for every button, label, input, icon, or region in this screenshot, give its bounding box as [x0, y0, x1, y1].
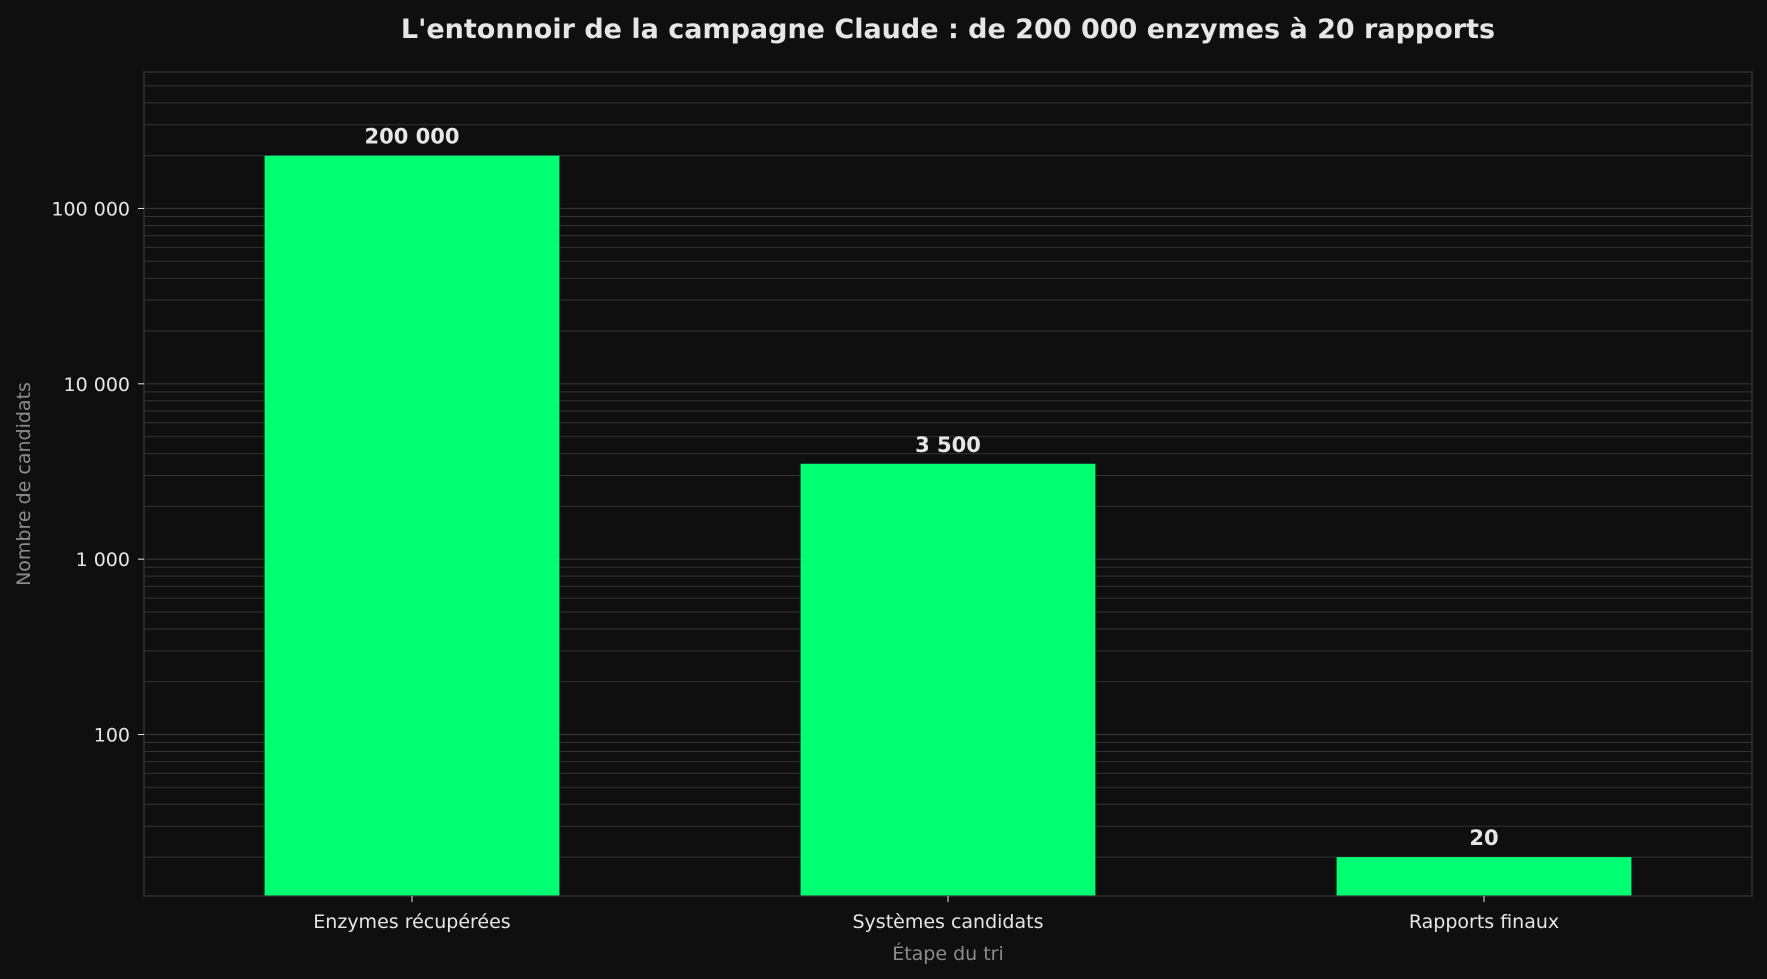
- x-axis-label: Étape du tri: [892, 942, 1004, 965]
- y-tick-label: 100 000: [51, 198, 130, 220]
- x-axis-ticks: Enzymes récupérées Systèmes candidats Rapp…: [313, 896, 1559, 933]
- value-label-2: 3 500: [915, 433, 981, 457]
- y-axis-label: Nombre de candidats: [13, 382, 35, 586]
- bar-3: [1336, 857, 1632, 896]
- chart-title: L'entonnoir de la campagne Claude : de 2…: [401, 14, 1495, 45]
- value-labels: 200 000 3 500 20: [365, 125, 1499, 850]
- value-label-1: 200 000: [365, 125, 460, 149]
- x-tick-label-3: Rapports finaux: [1409, 911, 1559, 933]
- y-tick-label: 100: [94, 725, 130, 747]
- y-tick-label: 10 000: [64, 374, 130, 396]
- bars: [264, 155, 1632, 897]
- x-tick-label-2: Systèmes candidats: [852, 911, 1043, 933]
- x-tick-label-1: Enzymes récupérées: [313, 911, 510, 933]
- bar-1: [264, 155, 560, 897]
- y-axis-ticks: 100 1 000 10 000 100 000: [51, 198, 144, 747]
- y-tick-label: 1 000: [76, 549, 130, 571]
- bar-2: [800, 463, 1096, 896]
- value-label-3: 20: [1469, 826, 1498, 850]
